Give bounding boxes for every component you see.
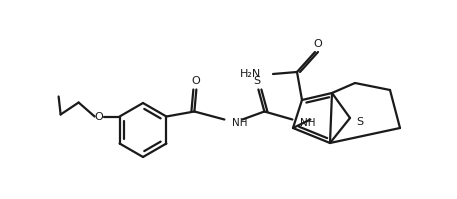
Text: NH: NH [300,118,316,129]
Text: H₂N: H₂N [240,69,261,79]
Text: S: S [356,117,364,127]
Text: O: O [314,39,322,49]
Text: O: O [94,111,103,122]
Text: O: O [191,76,200,87]
Text: S: S [253,76,260,87]
Text: NH: NH [232,117,248,128]
